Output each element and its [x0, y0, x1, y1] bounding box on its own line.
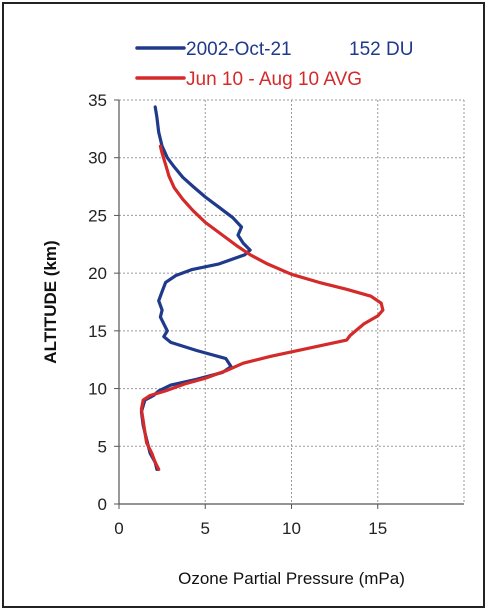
- series-line-0: [139, 105, 252, 471]
- y-axis-label: ALTITUDE (km): [41, 240, 60, 363]
- x-tick-label: 15: [368, 519, 387, 538]
- y-tick-label: 10: [88, 380, 107, 399]
- ozone-profile-chart: 0 5 10 15 20 25 30 35 0 5 10 15 2002-Oct-21 152 DU Ju…: [41, 39, 465, 588]
- x-tick-label: 5: [201, 519, 210, 538]
- legend-note-0: 152 DU: [349, 39, 413, 60]
- y-tick-label: 20: [88, 264, 107, 283]
- series-lines: [139, 105, 385, 471]
- legend-label-1: Jun 10 - Aug 10 AVG: [186, 69, 362, 90]
- y-tick-label: 25: [88, 206, 107, 225]
- series-line-1: [139, 144, 385, 471]
- legend-label-0: 2002-Oct-21: [186, 39, 292, 60]
- x-tick-label: 10: [282, 519, 301, 538]
- y-tick-label: 0: [98, 495, 107, 514]
- y-tick-label: 5: [98, 437, 107, 456]
- legend: 2002-Oct-21 152 DU Jun 10 - Aug 10 AVG: [135, 39, 413, 90]
- y-tick-label: 15: [88, 322, 107, 341]
- x-tick-label: 0: [114, 519, 123, 538]
- axes: [114, 99, 464, 509]
- y-tick-label: 30: [88, 149, 107, 168]
- chart-frame: 0 5 10 15 20 25 30 35 0 5 10 15 2002-Oct-21 152 DU Ju…: [2, 2, 485, 608]
- y-tick-label: 35: [88, 91, 107, 110]
- tick-labels: 0 5 10 15 20 25 30 35 0 5 10 15: [88, 91, 387, 538]
- x-axis-label: Ozone Partial Pressure (mPa): [178, 569, 405, 588]
